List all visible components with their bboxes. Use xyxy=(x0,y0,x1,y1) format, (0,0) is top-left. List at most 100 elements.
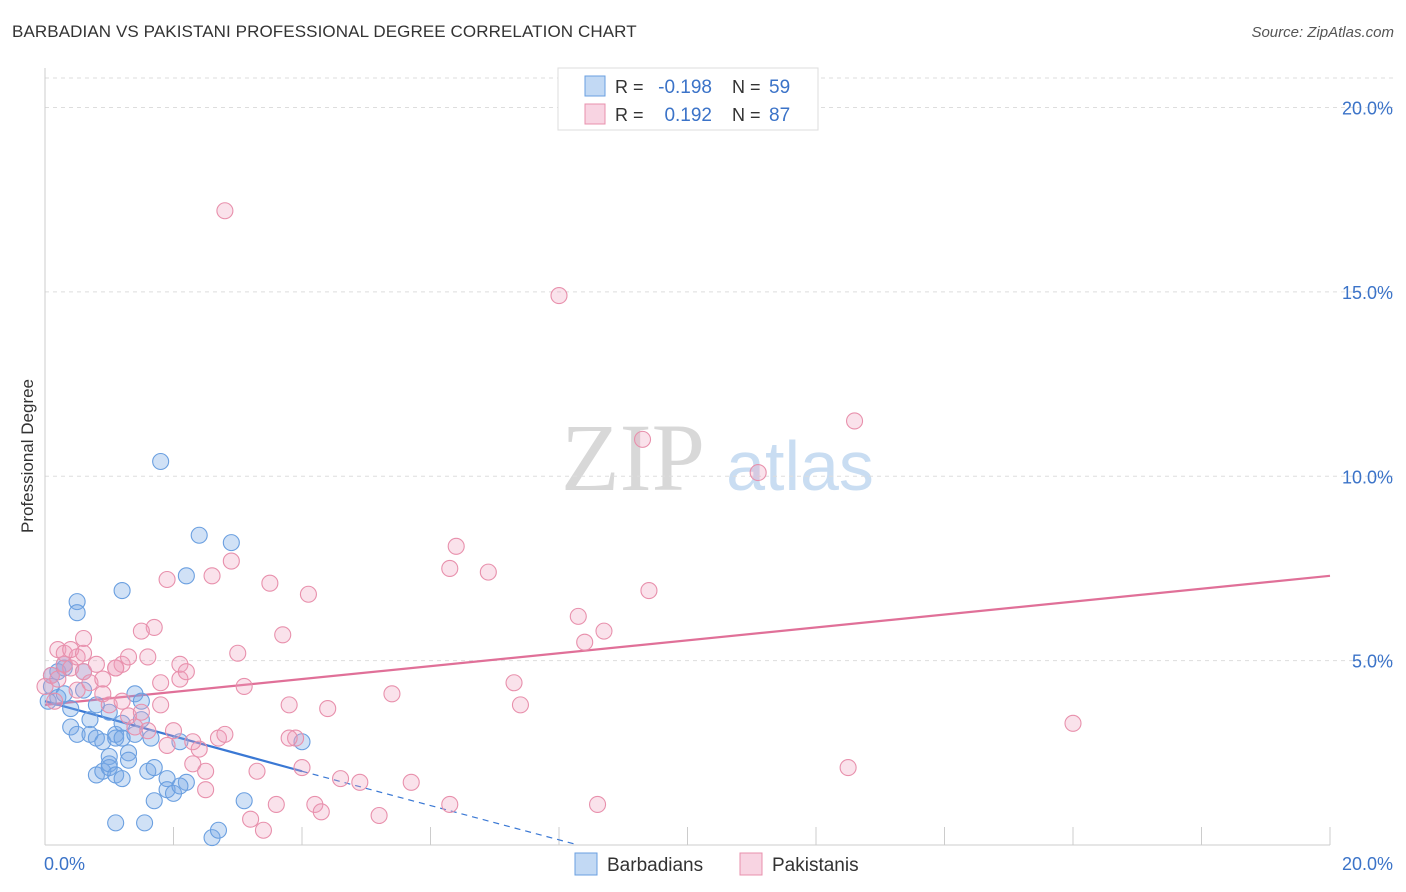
axes xyxy=(44,68,1331,846)
point-pakistanis xyxy=(36,677,54,695)
legend-r-label: R = xyxy=(615,105,644,125)
point-pakistanis xyxy=(280,696,298,714)
point-barbadians xyxy=(107,729,125,747)
point-pakistanis xyxy=(640,582,658,600)
point-pakistanis xyxy=(588,795,607,813)
point-pakistanis xyxy=(370,806,388,825)
x-tick-label: 20.0% xyxy=(1342,854,1393,874)
point-pakistanis xyxy=(242,810,260,828)
point-pakistanis xyxy=(216,725,234,743)
point-barbadians xyxy=(152,452,170,471)
point-pakistanis xyxy=(633,430,652,448)
legend-swatch-barbadians xyxy=(574,852,598,876)
point-pakistanis xyxy=(126,718,144,736)
stats-legend: R = -0.198 N = 59 R = 0.192 N = 87 xyxy=(557,67,819,131)
point-pakistanis xyxy=(197,781,215,799)
point-pakistanis xyxy=(184,733,202,751)
point-barbadians xyxy=(119,744,138,762)
point-pakistanis xyxy=(152,674,170,692)
point-pakistanis xyxy=(132,622,150,640)
y-tick-label: 5.0% xyxy=(1352,652,1393,672)
point-pakistanis xyxy=(299,585,317,603)
point-barbadians xyxy=(87,696,105,714)
point-pakistanis xyxy=(312,803,330,821)
point-pakistanis xyxy=(261,574,279,592)
point-pakistanis xyxy=(107,659,125,677)
point-pakistanis xyxy=(46,692,64,710)
point-pakistanis xyxy=(383,685,401,703)
point-pakistanis xyxy=(119,707,138,725)
point-pakistanis xyxy=(139,648,157,666)
point-barbadians xyxy=(68,604,86,622)
point-pakistanis xyxy=(132,703,150,721)
point-pakistanis xyxy=(550,287,568,305)
point-pakistanis xyxy=(267,795,285,813)
point-pakistanis xyxy=(216,202,234,220)
y-tick-label: 20.0% xyxy=(1342,99,1393,119)
point-barbadians xyxy=(171,733,189,751)
legend-n-value: 59 xyxy=(769,77,790,98)
point-pakistanis xyxy=(145,618,163,636)
point-pakistanis xyxy=(75,644,93,662)
point-barbadians xyxy=(100,755,118,773)
point-pakistanis xyxy=(222,552,240,570)
point-barbadians xyxy=(119,751,138,769)
point-pakistanis xyxy=(351,773,369,791)
point-barbadians xyxy=(94,733,112,751)
point-barbadians xyxy=(62,700,80,718)
legend-label-pakistanis: Pakistanis xyxy=(772,855,859,876)
legend-n-label: N = xyxy=(732,77,761,97)
point-pakistanis xyxy=(68,681,86,699)
legend-label-barbadians: Barbadians xyxy=(607,855,703,876)
point-barbadians xyxy=(222,534,240,552)
point-pakistanis xyxy=(158,570,176,589)
point-barbadians xyxy=(126,725,144,743)
point-pakistanis xyxy=(254,821,273,839)
point-barbadians xyxy=(100,703,118,721)
point-pakistanis xyxy=(274,626,292,644)
stats-legend-box xyxy=(557,67,819,131)
point-barbadians xyxy=(177,567,195,585)
point-pakistanis xyxy=(569,607,587,625)
point-pakistanis xyxy=(75,629,93,648)
legend-n-label: N = xyxy=(732,105,761,125)
point-barbadians xyxy=(107,814,125,832)
point-pakistanis xyxy=(441,795,459,813)
data-points xyxy=(36,202,1082,847)
point-pakistanis xyxy=(1064,714,1082,732)
grid-lines xyxy=(45,77,1395,662)
watermark-atlas: atlas xyxy=(726,427,874,505)
legend-r-value: 0.192 xyxy=(664,105,712,126)
point-pakistanis xyxy=(75,663,93,681)
point-pakistanis xyxy=(595,622,613,640)
point-pakistanis xyxy=(505,674,523,692)
point-pakistanis xyxy=(235,677,253,695)
point-pakistanis xyxy=(62,659,80,677)
x-tick-label: 0.0% xyxy=(44,854,85,874)
point-pakistanis xyxy=(845,412,864,430)
trend-line-pakistanis xyxy=(44,574,1331,706)
point-pakistanis xyxy=(203,567,221,585)
legend-r-value: -0.198 xyxy=(658,77,712,98)
point-pakistanis xyxy=(287,729,305,747)
point-pakistanis xyxy=(280,729,298,747)
point-barbadians xyxy=(113,770,131,788)
point-pakistanis xyxy=(447,537,465,555)
point-barbadians xyxy=(209,821,228,839)
point-barbadians xyxy=(145,792,163,810)
point-pakistanis xyxy=(319,700,337,718)
point-pakistanis xyxy=(94,670,112,688)
point-pakistanis xyxy=(197,762,215,780)
legend-n-value: 87 xyxy=(769,105,790,126)
point-pakistanis xyxy=(81,674,99,692)
point-pakistanis xyxy=(441,559,459,577)
point-pakistanis xyxy=(164,722,183,740)
point-barbadians xyxy=(171,777,189,795)
point-pakistanis xyxy=(158,736,176,754)
chart-title: BARBADIAN VS PAKISTANI PROFESSIONAL DEGR… xyxy=(12,22,637,41)
point-barbadians xyxy=(145,759,163,777)
watermark: ZIP atlas xyxy=(561,404,874,511)
point-pakistanis xyxy=(177,663,195,681)
point-barbadians xyxy=(113,729,131,747)
point-pakistanis xyxy=(100,696,118,714)
